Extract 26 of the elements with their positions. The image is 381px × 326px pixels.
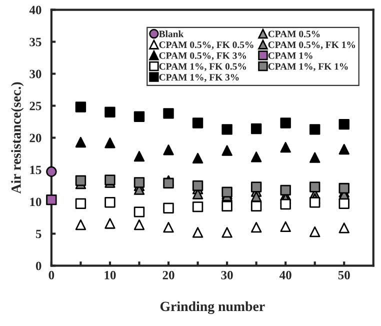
y-tick-label: 10 [30,198,42,206]
y-tick-label: 40 [29,6,42,14]
x-tick-label: 50 [338,270,350,280]
legend-label: CPAM 0.5% [268,30,320,38]
legend-label: CPAM 1%, FK 1% [268,63,348,72]
legend-label: Blank [158,30,184,38]
legend-label: CPAM 1%, FK 0.5% [159,63,246,72]
y-axis-title: Air resistance(sec.) [11,82,24,194]
x-tick-label: 30 [221,270,233,280]
legend-label: CPAM 1% [268,52,312,59]
y-tick-label: 35 [30,38,42,46]
x-axis-title: Grinding number [160,301,265,314]
y-tick-label: 20 [30,134,42,142]
y-tick-label: 5 [36,230,42,238]
legend-label: CPAM 0.5%, FK 3% [159,52,246,60]
x-tick-label: 10 [104,270,116,280]
y-tick-label: 0 [36,262,42,270]
y-tick-label: 15 [30,166,42,174]
legend-label: CPAM 0.5%, FK 0.5% [159,42,254,50]
x-tick-label: 40 [280,270,292,280]
x-tick-label: 0 [48,270,54,280]
y-tick-label: 30 [30,70,42,78]
x-tick-label: 20 [162,270,174,280]
y-tick-label: 25 [30,102,42,110]
legend-label: CPAM 0.5%, FK 1% [268,42,356,50]
legend-label: CPAM 1%, FK 3% [159,74,239,82]
